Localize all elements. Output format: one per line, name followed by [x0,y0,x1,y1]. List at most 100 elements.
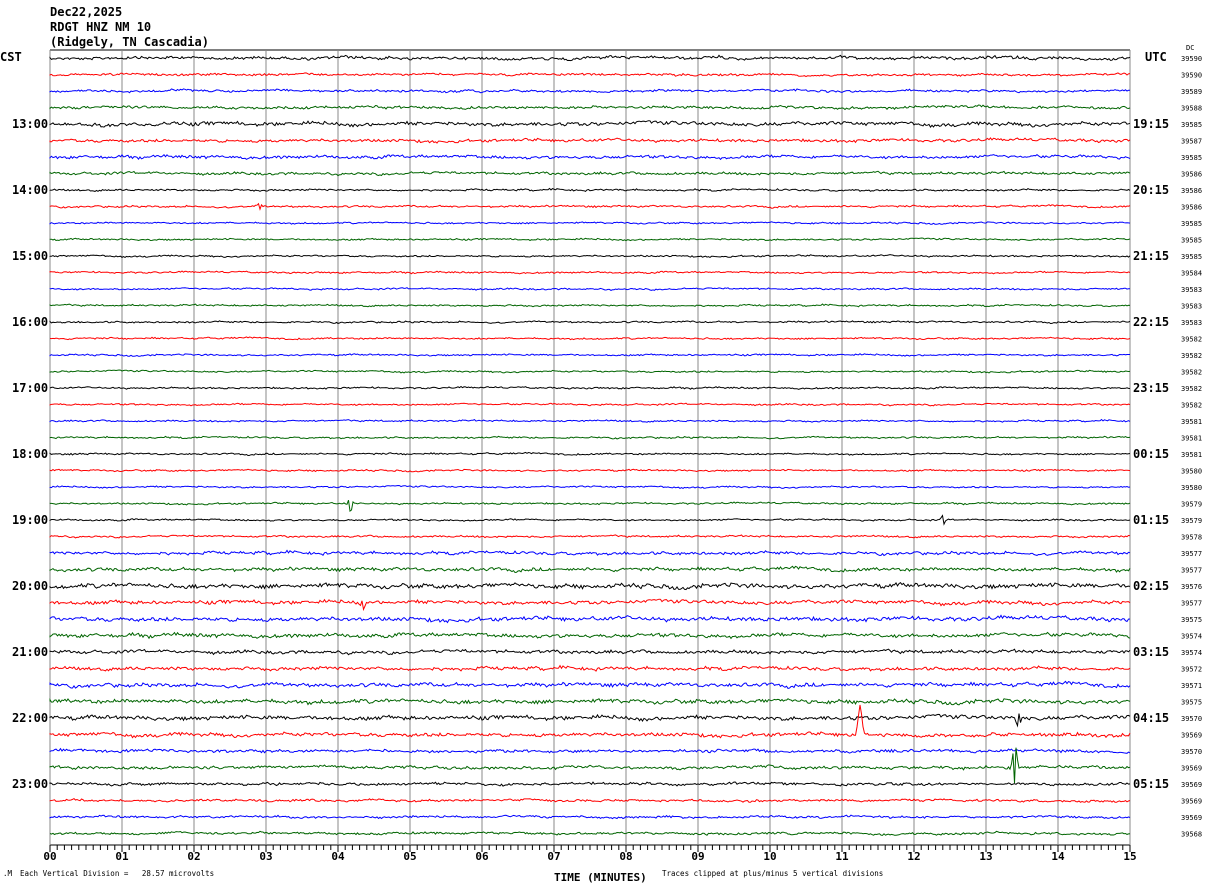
dc-value-label: 39571 [1181,682,1202,690]
seismic-trace [49,303,1131,308]
dc-value-label: 39574 [1181,633,1202,641]
dc-value-label: 39582 [1181,402,1202,410]
dc-value-label: 39569 [1181,732,1202,740]
dc-value-label: 39585 [1181,253,1202,261]
dc-value-label: 39587 [1181,138,1202,146]
dc-value-label: 39572 [1181,666,1202,674]
dc-value-label: 39579 [1181,501,1202,509]
cst-hour-label: 13:00 [12,117,48,131]
dc-value-label: 39584 [1181,270,1202,278]
dc-value-label: 39577 [1181,550,1202,558]
dc-value-label: 39583 [1181,286,1202,294]
seismic-trace [49,153,1131,161]
footer-mark: .M [3,869,13,878]
cst-hour-label: 15:00 [12,249,48,263]
cst-hour-label: 23:00 [12,777,48,791]
cst-hour-label: 14:00 [12,183,48,197]
seismic-trace [49,402,1131,407]
dc-value-label: 39569 [1181,781,1202,789]
seismic-trace [49,549,1131,557]
cst-hour-label: 20:00 [12,579,48,593]
utc-hour-label: 21:15 [1133,249,1169,263]
dc-value-label: 39585 [1181,237,1202,245]
x-tick-label: 00 [43,850,56,863]
seismic-trace [49,814,1131,820]
dc-value-label: 39575 [1181,616,1202,624]
seismic-trace [49,680,1131,689]
dc-value-label: 39590 [1181,55,1202,63]
utc-hour-label: 02:15 [1133,579,1169,593]
seismic-trace [49,468,1131,473]
seismic-trace [49,797,1131,803]
left-axis-label: CST [0,50,22,64]
seismic-trace [49,202,1131,211]
x-tick-label: 13 [979,850,992,863]
seismic-trace [49,484,1131,489]
x-tick-label: 02 [187,850,200,863]
dc-value-label: 39585 [1181,220,1202,228]
cst-hour-label: 17:00 [12,381,48,395]
x-tick-label: 06 [475,850,489,863]
x-tick-label: 11 [835,850,849,863]
x-tick-label: 10 [763,850,776,863]
cst-hour-label: 22:00 [12,711,48,725]
dc-value-label: 39581 [1181,418,1202,426]
dc-value-label: 39583 [1181,319,1202,327]
title-station: RDGT HNZ NM 10 [50,20,151,34]
x-tick-label: 07 [547,850,560,863]
seismic-trace [49,137,1131,144]
utc-hour-label: 03:15 [1133,645,1169,659]
utc-hour-label: 22:15 [1133,315,1169,329]
seismic-trace [49,72,1131,78]
seismic-trace [49,221,1131,225]
x-tick-label: 15 [1123,850,1136,863]
title-location: (Ridgely, TN Cascadia) [50,35,209,49]
dc-value-label: 39575 [1181,699,1202,707]
dc-value-label: 39569 [1181,765,1202,773]
dc-header: DC [1186,44,1194,52]
seismic-trace [49,287,1130,291]
dc-value-label: 39574 [1181,649,1202,657]
dc-value-label: 39580 [1181,468,1202,476]
x-tick-label: 12 [907,850,920,863]
utc-hour-label: 04:15 [1133,711,1169,725]
dc-value-label: 39569 [1181,814,1202,822]
seismic-trace [49,534,1131,539]
right-axis-label: UTC [1145,50,1167,64]
dc-value-label: 39581 [1181,435,1202,443]
seismic-trace [49,385,1131,390]
cst-hour-label: 18:00 [12,447,48,461]
seismic-trace [49,54,1131,62]
cst-hour-label: 21:00 [12,645,48,659]
seismic-trace [49,270,1131,275]
utc-hour-label: 00:15 [1133,447,1169,461]
seismic-trace [49,120,1131,128]
x-tick-label: 04 [331,850,345,863]
seismic-trace [49,104,1131,111]
seismic-trace [49,581,1131,591]
seismic-trace [49,565,1131,574]
seismic-trace [49,435,1131,440]
x-tick-label: 05 [403,850,416,863]
dc-value-label: 39581 [1181,451,1202,459]
x-tick-label: 03 [259,850,272,863]
x-tick-label: 01 [115,850,129,863]
dc-value-label: 39582 [1181,352,1202,360]
seismic-trace [49,598,1131,612]
utc-hour-label: 01:15 [1133,513,1169,527]
dc-value-label: 39590 [1181,72,1202,80]
dc-value-label: 39582 [1181,336,1202,344]
seismic-trace [49,747,1131,754]
dc-value-label: 39588 [1181,105,1202,113]
seismic-trace [49,369,1131,374]
dc-value-label: 39577 [1181,600,1202,608]
dc-value-label: 39578 [1181,534,1202,542]
utc-hour-label: 19:15 [1133,117,1169,131]
seismic-trace [49,88,1131,94]
dc-value-label: 39577 [1181,567,1202,575]
seismic-trace [49,631,1131,640]
dc-value-label: 39569 [1181,798,1202,806]
dc-value-label: 39576 [1181,583,1202,591]
x-tick-label: 14 [1051,850,1065,863]
